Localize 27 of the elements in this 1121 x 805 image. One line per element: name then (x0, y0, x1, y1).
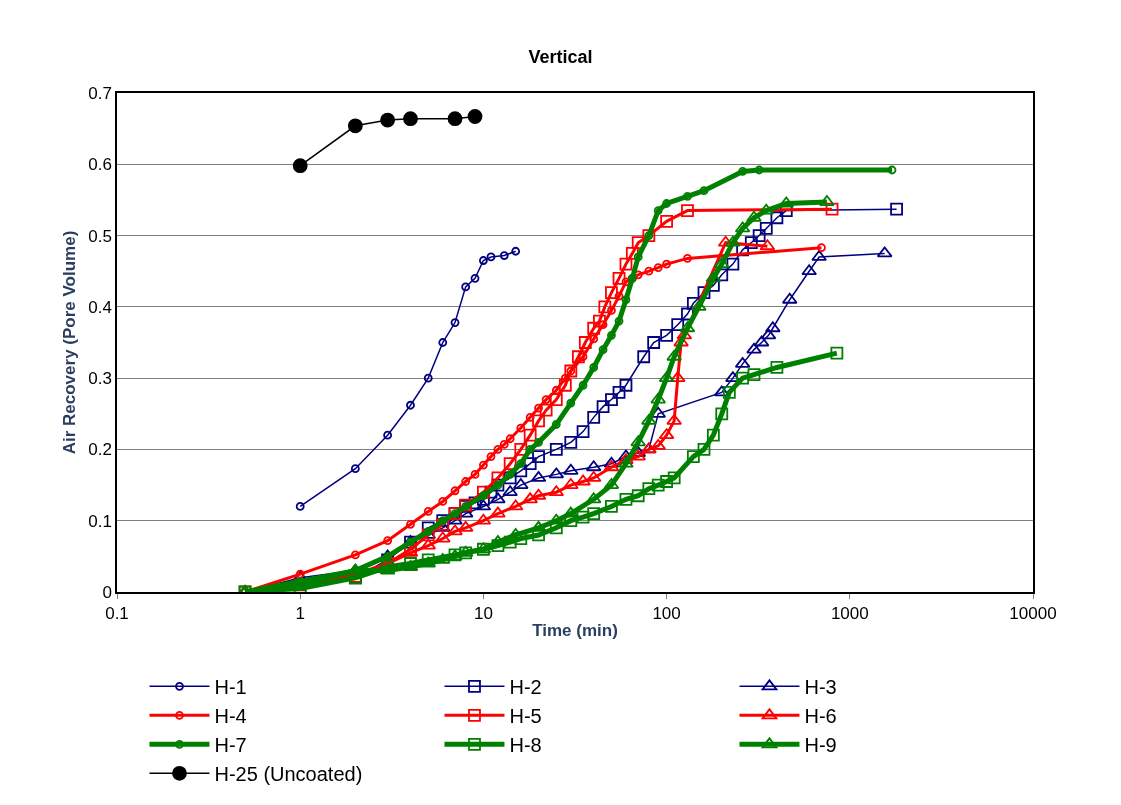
chart-title: Vertical (528, 46, 593, 67)
y-axis-title: Air Recovery (Pore Volume) (60, 230, 80, 455)
y-tick-label: 0.5 (88, 226, 112, 246)
x-tick-label: 1 (295, 604, 305, 624)
y-tick-label: 0.7 (88, 83, 112, 103)
y-tick-label: 0.2 (88, 440, 112, 460)
legend-label: H-1 (214, 676, 247, 699)
legend-label: H-3 (804, 676, 837, 699)
x-tick-label: 10000 (1009, 604, 1057, 624)
x-tick-label: 1000 (830, 604, 869, 624)
x-tick-label: 100 (652, 604, 681, 624)
x-tick-label: 10 (473, 604, 493, 624)
x-axis-title: Time (min) (532, 621, 618, 641)
legend-label: H-5 (509, 705, 542, 728)
x-tick-label: 0.1 (105, 604, 129, 624)
legend-label: H-6 (804, 705, 837, 728)
legend-label: H-7 (214, 734, 247, 757)
y-tick-label: 0 (102, 582, 112, 602)
legend-label: H-9 (804, 734, 837, 757)
legend-label: H-25 (Uncoated) (214, 763, 363, 786)
legend-label: H-2 (509, 676, 542, 699)
y-tick-label: 0.1 (88, 511, 112, 531)
legend-label: H-8 (509, 734, 542, 757)
y-tick-label: 0.4 (88, 297, 112, 317)
legend-label: H-4 (214, 705, 247, 728)
y-tick-label: 0.3 (88, 369, 112, 389)
y-tick-label: 0.6 (88, 155, 112, 175)
